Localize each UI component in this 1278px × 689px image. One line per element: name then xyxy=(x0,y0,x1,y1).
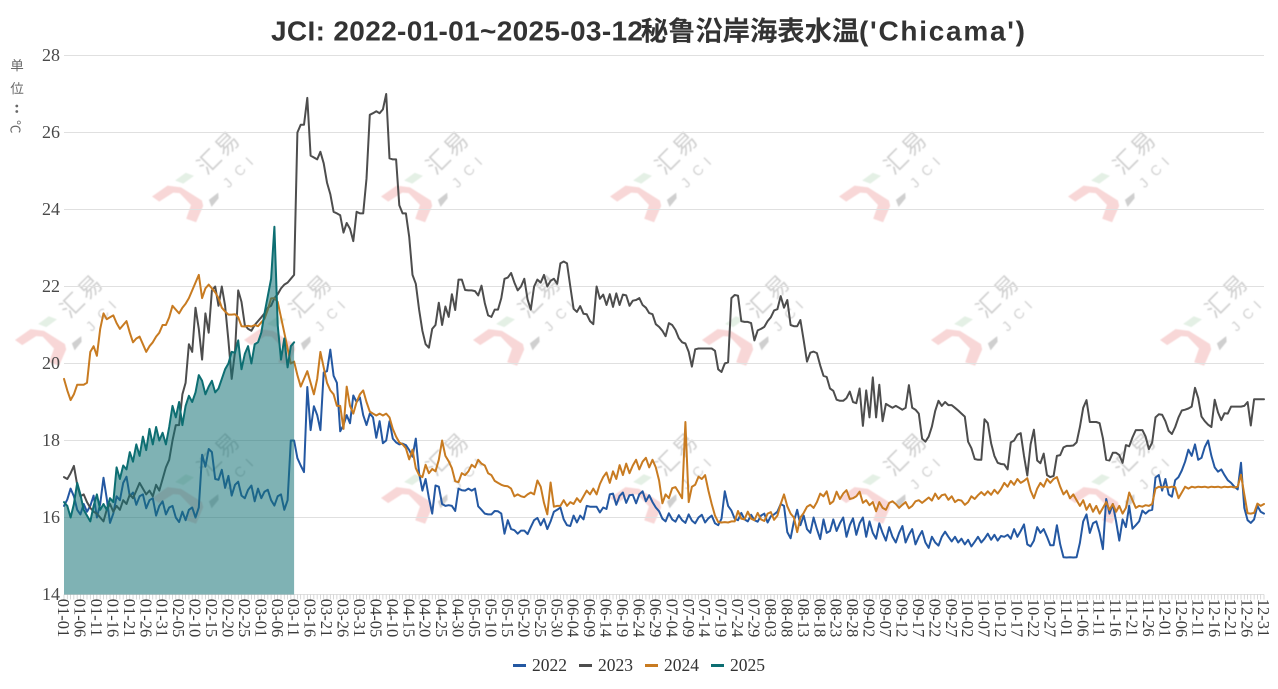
svg-text:14: 14 xyxy=(42,584,60,604)
svg-text:11-26: 11-26 xyxy=(1139,599,1158,637)
svg-text:08-03: 08-03 xyxy=(761,599,780,638)
svg-text:12-26: 12-26 xyxy=(1238,599,1257,638)
svg-text:04-10: 04-10 xyxy=(383,599,402,638)
svg-text:2023: 2023 xyxy=(598,655,633,675)
svg-text:20: 20 xyxy=(42,353,60,373)
svg-text:06-04: 06-04 xyxy=(564,599,583,638)
svg-text:12-06: 12-06 xyxy=(1172,599,1191,638)
svg-text:04-20: 04-20 xyxy=(416,599,435,638)
svg-text:11-21: 11-21 xyxy=(1123,599,1142,637)
svg-text:06-24: 06-24 xyxy=(629,599,648,638)
svg-text:09-17: 09-17 xyxy=(909,599,928,638)
svg-text:01-01: 01-01 xyxy=(54,599,73,638)
svg-text:02-10: 02-10 xyxy=(186,599,205,638)
svg-text:10-07: 10-07 xyxy=(975,599,994,638)
svg-text:02-25: 02-25 xyxy=(235,599,254,638)
svg-text:10-02: 10-02 xyxy=(958,599,977,638)
svg-text:05-25: 05-25 xyxy=(531,599,550,638)
svg-text:11-11: 11-11 xyxy=(1090,599,1109,636)
svg-text:09-12: 09-12 xyxy=(892,599,911,638)
svg-text:2022: 2022 xyxy=(532,655,567,675)
svg-text:06-14: 06-14 xyxy=(597,599,616,638)
svg-text:03-01: 03-01 xyxy=(251,599,270,638)
svg-text:03-11: 03-11 xyxy=(284,599,303,637)
svg-text:07-29: 07-29 xyxy=(744,599,763,638)
svg-text:08-18: 08-18 xyxy=(810,599,829,638)
svg-text:08-28: 08-28 xyxy=(843,599,862,638)
svg-text:07-14: 07-14 xyxy=(695,599,714,638)
svg-text:08-13: 08-13 xyxy=(794,599,813,638)
svg-text:06-09: 06-09 xyxy=(580,599,599,638)
svg-text:11-01: 11-01 xyxy=(1057,599,1076,637)
svg-text:05-15: 05-15 xyxy=(498,599,517,638)
svg-text:28: 28 xyxy=(42,45,60,65)
svg-text:05-10: 05-10 xyxy=(481,599,500,638)
svg-text:06-19: 06-19 xyxy=(613,599,632,638)
svg-text:04-25: 04-25 xyxy=(432,599,451,638)
svg-text:01-16: 01-16 xyxy=(103,599,122,638)
svg-text:10-17: 10-17 xyxy=(1007,599,1026,638)
svg-text:24: 24 xyxy=(42,199,60,219)
svg-text:05-20: 05-20 xyxy=(514,599,533,638)
svg-text:06-29: 06-29 xyxy=(646,599,665,638)
svg-text:03-26: 03-26 xyxy=(334,599,353,638)
svg-text:12-21: 12-21 xyxy=(1221,599,1240,638)
svg-text:04-15: 04-15 xyxy=(399,599,418,638)
svg-text:09-07: 09-07 xyxy=(876,599,895,638)
svg-text:02-20: 02-20 xyxy=(218,599,237,638)
svg-text:10-27: 10-27 xyxy=(1040,599,1059,638)
svg-text:09-22: 09-22 xyxy=(925,599,944,638)
svg-text:02-05: 02-05 xyxy=(169,599,188,638)
svg-text:10-22: 10-22 xyxy=(1024,599,1043,638)
svg-text:01-26: 01-26 xyxy=(136,599,155,638)
svg-text:18: 18 xyxy=(42,430,60,450)
svg-text:08-23: 08-23 xyxy=(827,599,846,638)
svg-text:26: 26 xyxy=(42,122,60,142)
svg-text:09-27: 09-27 xyxy=(942,599,961,638)
svg-text:('Chicama'): ('Chicama') xyxy=(859,16,1025,47)
svg-text:07-24: 07-24 xyxy=(728,599,747,638)
svg-text:2025: 2025 xyxy=(730,655,765,675)
svg-text:07-09: 07-09 xyxy=(679,599,698,638)
svg-text:04-30: 04-30 xyxy=(449,599,468,638)
svg-text:JCI: 2022-01-01~2025-03-12: JCI: 2022-01-01~2025-03-12 xyxy=(271,16,643,47)
svg-text:04-05: 04-05 xyxy=(366,599,385,638)
svg-text:03-31: 03-31 xyxy=(350,599,369,638)
svg-text:2024: 2024 xyxy=(664,655,699,675)
svg-text:09-02: 09-02 xyxy=(860,599,879,638)
svg-text:12-11: 12-11 xyxy=(1188,599,1207,637)
svg-text:08-08: 08-08 xyxy=(777,599,796,638)
svg-text:03-16: 03-16 xyxy=(301,599,320,638)
svg-text:01-21: 01-21 xyxy=(120,599,139,638)
svg-text:11-16: 11-16 xyxy=(1106,599,1125,637)
svg-text:05-30: 05-30 xyxy=(547,599,566,638)
svg-text:12-01: 12-01 xyxy=(1155,599,1174,638)
svg-text:01-11: 01-11 xyxy=(87,599,106,637)
svg-text:03-21: 03-21 xyxy=(317,599,336,638)
svg-text:12-31: 12-31 xyxy=(1254,599,1273,638)
svg-text:01-31: 01-31 xyxy=(153,599,172,638)
svg-text:10-12: 10-12 xyxy=(991,599,1010,638)
svg-text:07-19: 07-19 xyxy=(712,599,731,638)
svg-text:07-04: 07-04 xyxy=(662,599,681,638)
svg-text:01-06: 01-06 xyxy=(70,599,89,638)
svg-text:05-05: 05-05 xyxy=(465,599,484,638)
svg-text:02-15: 02-15 xyxy=(202,599,221,638)
svg-text:03-06: 03-06 xyxy=(268,599,287,638)
svg-text:12-16: 12-16 xyxy=(1205,599,1224,638)
svg-text:22: 22 xyxy=(42,276,60,296)
svg-text:11-06: 11-06 xyxy=(1073,599,1092,637)
svg-text:16: 16 xyxy=(42,507,60,527)
